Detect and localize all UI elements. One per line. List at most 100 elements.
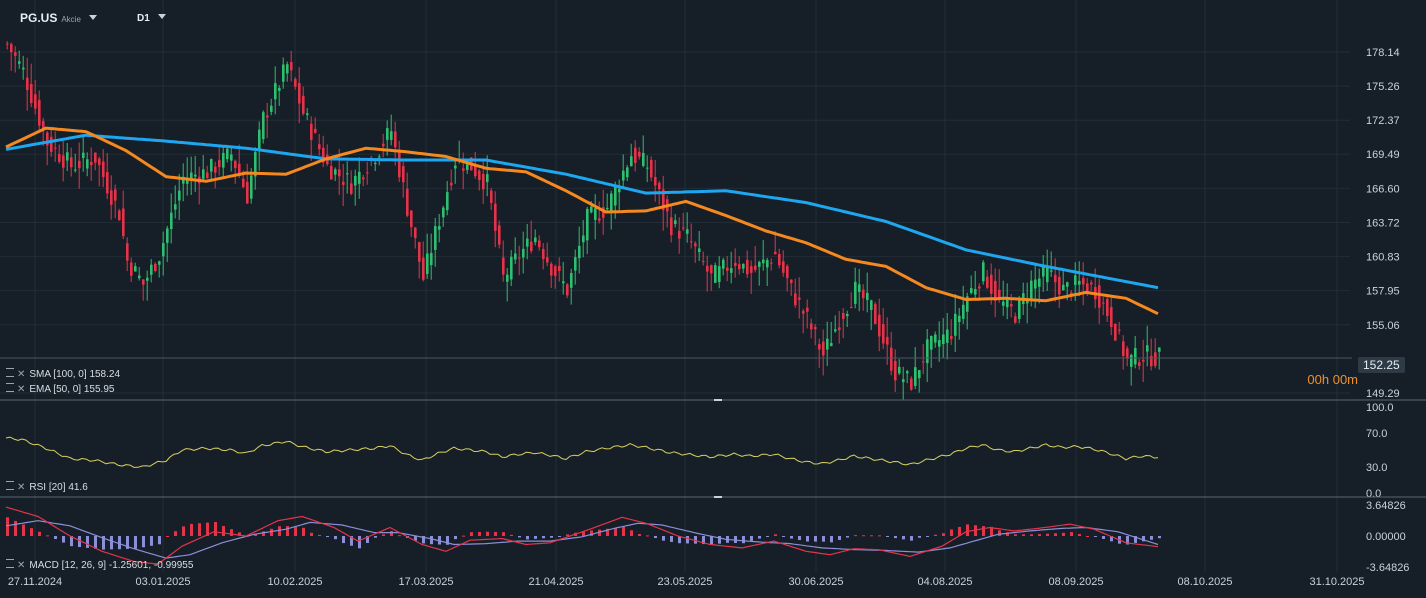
macd-histogram-bar bbox=[918, 536, 921, 538]
macd-histogram-bar bbox=[822, 536, 825, 542]
candle-body bbox=[1014, 316, 1017, 323]
macd-histogram-bar bbox=[38, 531, 41, 536]
candle-body bbox=[734, 262, 737, 267]
macd-histogram-bar bbox=[414, 536, 417, 541]
candle-body bbox=[646, 167, 649, 169]
candle-body bbox=[1150, 355, 1153, 367]
sma-line bbox=[5, 133, 1159, 290]
candle-body bbox=[578, 245, 581, 259]
candle-body bbox=[658, 182, 661, 190]
close-icon[interactable]: ✕ bbox=[17, 384, 26, 395]
candle-body bbox=[950, 336, 953, 340]
macd-histogram-bar bbox=[1054, 533, 1057, 536]
macd-axis-label: 0.00000 bbox=[1366, 531, 1406, 543]
candle-body bbox=[610, 193, 613, 213]
macd-histogram-bar bbox=[1062, 532, 1065, 536]
candle-body bbox=[606, 207, 609, 210]
macd-histogram-bar bbox=[622, 526, 625, 536]
candle-body bbox=[298, 83, 301, 104]
macd-histogram-bar bbox=[86, 536, 89, 548]
macd-histogram-bar bbox=[6, 517, 9, 536]
candle-body bbox=[46, 132, 49, 146]
candle-body bbox=[106, 172, 109, 194]
settings-icon[interactable] bbox=[6, 559, 14, 568]
candle-body bbox=[158, 261, 161, 265]
candle-body bbox=[662, 189, 665, 211]
close-icon[interactable]: ✕ bbox=[17, 560, 26, 571]
settings-icon[interactable] bbox=[6, 368, 14, 377]
candle-body bbox=[538, 240, 541, 248]
ema-legend[interactable]: ✕ EMA [50, 0] 155.95 bbox=[6, 383, 114, 395]
rsi-line bbox=[5, 436, 1159, 468]
timeframe-selector[interactable]: D1 bbox=[137, 13, 166, 24]
settings-icon[interactable] bbox=[6, 481, 14, 490]
date-axis-label: 27.11.2024 bbox=[8, 576, 62, 588]
candle-body bbox=[150, 264, 153, 275]
macd-histogram-bar bbox=[1030, 534, 1033, 536]
rsi-legend[interactable]: ✕ RSI [20] 41.6 bbox=[6, 481, 88, 493]
macd-histogram-bar bbox=[774, 534, 777, 536]
sma-legend[interactable]: ✕ SMA [100, 0] 158.24 bbox=[6, 368, 120, 380]
candle-body bbox=[1010, 304, 1013, 307]
candle-body bbox=[134, 266, 137, 272]
candle-body bbox=[278, 87, 281, 91]
candle-body bbox=[358, 171, 361, 184]
rsi-panel bbox=[5, 436, 1159, 468]
candle-body bbox=[514, 253, 517, 260]
candle-body bbox=[642, 152, 645, 166]
candle-body bbox=[454, 165, 457, 169]
close-icon[interactable]: ✕ bbox=[17, 369, 26, 380]
candle-body bbox=[1114, 323, 1117, 341]
macd-histogram-bar bbox=[318, 534, 321, 536]
date-axis-label: 17.03.2025 bbox=[398, 576, 453, 588]
macd-histogram-bar bbox=[582, 531, 585, 536]
candle-body bbox=[222, 153, 225, 168]
settings-icon[interactable] bbox=[6, 383, 14, 392]
macd-histogram-bar bbox=[142, 536, 145, 548]
candle-body bbox=[778, 253, 781, 266]
candle-body bbox=[810, 323, 813, 330]
macd-legend[interactable]: ✕ MACD [12, 26, 9] -1.25601, -0.99955 bbox=[6, 559, 193, 571]
macd-histogram-bar bbox=[718, 536, 721, 544]
candle-body bbox=[942, 334, 945, 345]
candle-body bbox=[710, 265, 713, 274]
rsi-axis-label: 0.0 bbox=[1366, 488, 1381, 500]
candle-body bbox=[914, 367, 917, 386]
macd-histogram-bar bbox=[158, 536, 161, 545]
price-axis-label: 178.14 bbox=[1366, 47, 1400, 59]
candle-body bbox=[1034, 279, 1037, 289]
candle-body bbox=[186, 178, 189, 184]
macd-histogram-bar bbox=[198, 523, 201, 536]
macd-histogram-bar bbox=[326, 536, 329, 538]
close-icon[interactable]: ✕ bbox=[17, 482, 26, 493]
macd-histogram-bar bbox=[662, 536, 665, 541]
candle-body bbox=[290, 62, 293, 71]
macd-histogram-bar bbox=[990, 526, 993, 536]
candle-body bbox=[474, 165, 477, 177]
macd-histogram-bar bbox=[1014, 534, 1017, 536]
candle-body bbox=[246, 181, 249, 204]
macd-histogram-bar bbox=[398, 535, 401, 537]
macd-histogram-bar bbox=[118, 536, 121, 550]
candle-body bbox=[818, 344, 821, 350]
macd-histogram-bar bbox=[310, 532, 313, 536]
candle-body bbox=[58, 154, 61, 162]
candle-body bbox=[590, 206, 593, 213]
candle-body bbox=[1018, 298, 1021, 319]
macd-histogram-bar bbox=[670, 536, 673, 542]
candle-body bbox=[902, 379, 905, 383]
macd-histogram-bar bbox=[926, 536, 929, 537]
candle-body bbox=[258, 129, 261, 151]
macd-histogram-bar bbox=[510, 534, 513, 536]
candle-body bbox=[690, 241, 693, 243]
rsi-value: 41.6 bbox=[68, 482, 88, 493]
macd-histogram-bar bbox=[190, 523, 193, 536]
candle-body bbox=[1006, 298, 1009, 308]
symbol-selector[interactable]: PG.US Akcie bbox=[20, 11, 97, 25]
candle-body bbox=[546, 257, 549, 263]
macd-histogram-bar bbox=[174, 531, 177, 536]
price-axis-label: 169.49 bbox=[1366, 149, 1400, 161]
date-axis-label: 21.04.2025 bbox=[528, 576, 583, 588]
candle-body bbox=[926, 339, 929, 364]
